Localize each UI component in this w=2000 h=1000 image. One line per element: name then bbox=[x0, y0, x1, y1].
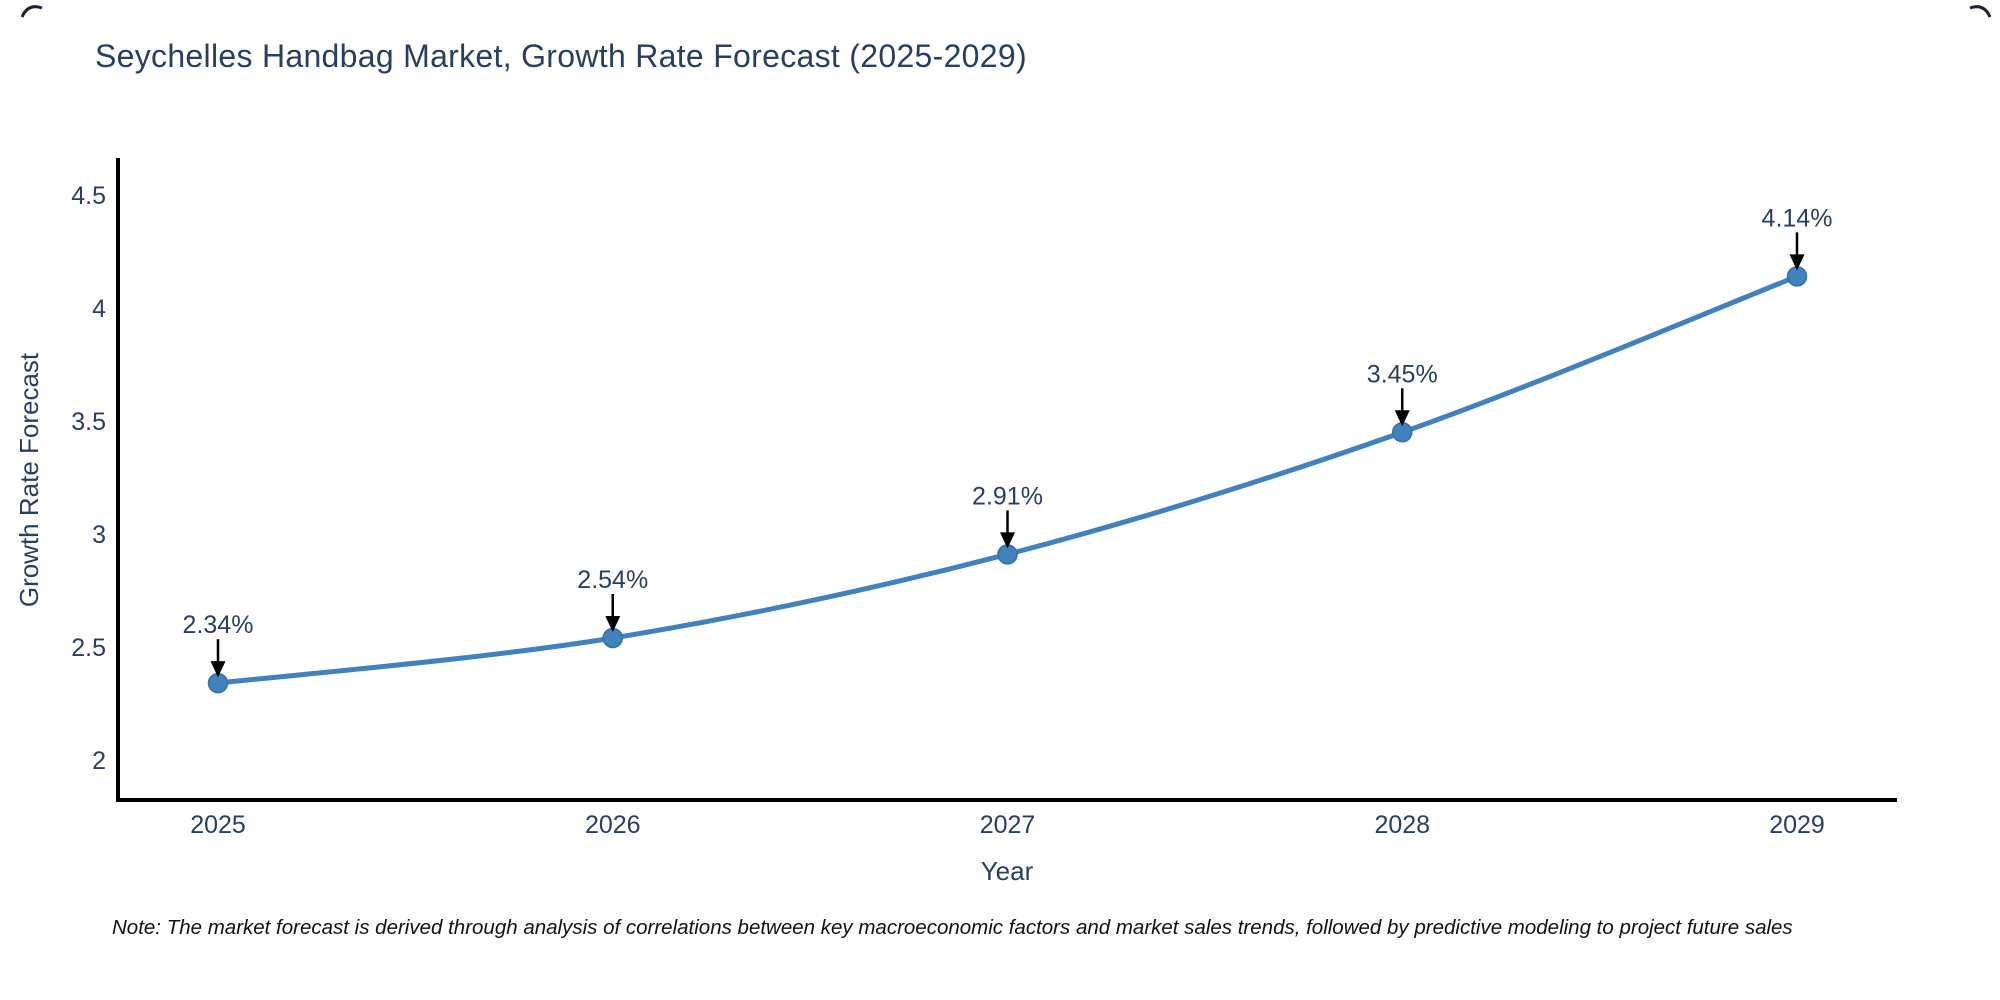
point-value-label: 2.54% bbox=[577, 566, 648, 594]
x-axis-title: Year bbox=[981, 856, 1034, 886]
annotation-arrowhead bbox=[1789, 254, 1805, 271]
x-tick-label: 2027 bbox=[980, 811, 1036, 839]
annotation-arrowhead bbox=[605, 615, 621, 632]
y-tick-label: 2.5 bbox=[71, 634, 106, 662]
point-value-label: 3.45% bbox=[1367, 360, 1438, 388]
y-tick-label: 3 bbox=[92, 521, 106, 549]
x-tick-label: 2028 bbox=[1374, 811, 1430, 839]
footnote: Note: The market forecast is derived thr… bbox=[112, 916, 1793, 939]
y-tick-label: 3.5 bbox=[71, 408, 106, 436]
x-tick-label: 2026 bbox=[585, 811, 641, 839]
annotation-arrowhead bbox=[1394, 410, 1410, 427]
x-tick-label: 2029 bbox=[1769, 811, 1825, 839]
annotation-arrowhead bbox=[210, 661, 226, 678]
chart-title: Seychelles Handbag Market, Growth Rate F… bbox=[95, 38, 1027, 74]
y-axis-title: Growth Rate Forecast bbox=[14, 352, 44, 607]
y-tick-label: 2 bbox=[92, 747, 106, 775]
point-value-label: 4.14% bbox=[1762, 204, 1833, 232]
y-tick-label: 4 bbox=[92, 295, 106, 323]
forecast-line bbox=[215, 273, 1800, 686]
point-value-label: 2.91% bbox=[972, 482, 1043, 510]
crop-artifact-right bbox=[1969, 5, 1992, 18]
x-tick-label: 2025 bbox=[190, 811, 246, 839]
point-value-label: 2.34% bbox=[183, 611, 254, 639]
y-tick-label: 4.5 bbox=[71, 182, 106, 210]
crop-artifact-left bbox=[20, 5, 43, 18]
annotation-arrowhead bbox=[1000, 532, 1015, 549]
